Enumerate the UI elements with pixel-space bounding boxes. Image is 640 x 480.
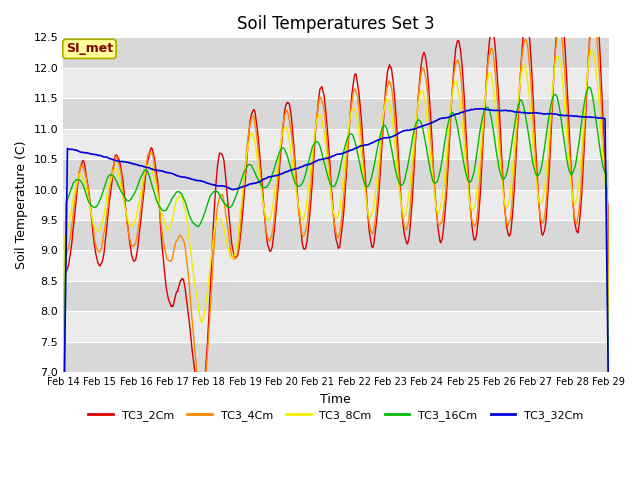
Bar xyxy=(63,251,609,281)
Text: SI_met: SI_met xyxy=(66,42,113,55)
X-axis label: Time: Time xyxy=(321,393,351,406)
Bar xyxy=(63,98,609,129)
Bar xyxy=(63,190,609,220)
Bar xyxy=(63,37,609,68)
Bar xyxy=(63,159,609,190)
Title: Soil Temperatures Set 3: Soil Temperatures Set 3 xyxy=(237,15,435,33)
Bar xyxy=(63,342,609,372)
Legend: TC3_2Cm, TC3_4Cm, TC3_8Cm, TC3_16Cm, TC3_32Cm: TC3_2Cm, TC3_4Cm, TC3_8Cm, TC3_16Cm, TC3… xyxy=(84,406,588,425)
Bar xyxy=(63,220,609,251)
Bar xyxy=(63,281,609,312)
Bar xyxy=(63,68,609,98)
Bar xyxy=(63,312,609,342)
Bar xyxy=(63,129,609,159)
Y-axis label: Soil Temperature (C): Soil Temperature (C) xyxy=(15,141,28,269)
